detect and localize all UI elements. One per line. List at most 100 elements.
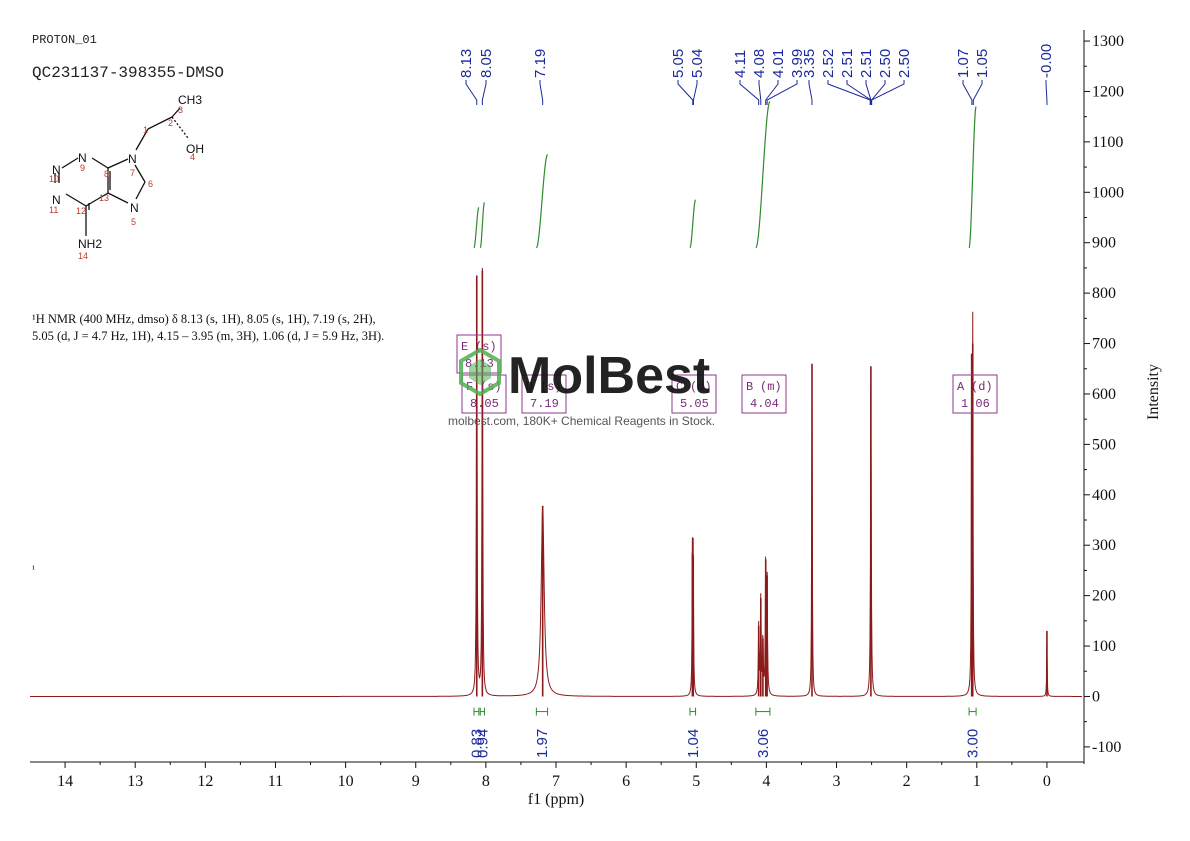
multiplet-type: (m) — [760, 380, 782, 394]
peak-label-leader — [827, 80, 871, 105]
multiplet-letter: D — [526, 380, 533, 394]
peak-label: 8.05 — [478, 49, 495, 78]
y-tick-label: 1200 — [1092, 83, 1124, 100]
atom-oh: OH — [186, 142, 204, 156]
x-tick-label: 13 — [127, 773, 143, 790]
atom-number-9: 9 — [80, 163, 85, 173]
atom-number-11: 11 — [49, 205, 58, 215]
atom-ch3: CH3 — [178, 93, 202, 107]
atom-number-13: 13 — [99, 193, 109, 203]
multiplet-type: (s) — [540, 380, 562, 394]
watermark-brand: MolBest — [508, 347, 710, 405]
multiplet-box — [741, 374, 787, 414]
peak-label-leader — [539, 80, 544, 105]
peak-label: 4.08 — [751, 49, 768, 78]
x-tick-label: 3 — [833, 773, 841, 790]
peak-label-leader — [465, 80, 478, 105]
peak-label: 2.52 — [820, 49, 837, 78]
atom-number-4: 4 — [190, 152, 195, 162]
peak-label: 2.51 — [839, 49, 856, 78]
y-tick-label: 700 — [1092, 336, 1116, 353]
nmr-description-line2: 5.05 (d, J = 4.7 Hz, 1H), 4.15 – 3.95 (m… — [32, 329, 384, 343]
atom-number-2: 2 — [168, 118, 173, 128]
atom-n7: N — [128, 152, 137, 166]
watermark-tagline: molbest.com, 180K+ Chemical Reagents in … — [448, 414, 715, 428]
peak-label: 4.01 — [770, 49, 787, 78]
peak-label-leader — [765, 80, 779, 105]
peak-label-leader — [677, 80, 694, 105]
integral-value: 0.94 — [474, 729, 491, 758]
peak-label-leader — [962, 80, 973, 105]
y-tick-label: 200 — [1092, 588, 1116, 605]
y-tick-label: 300 — [1092, 537, 1116, 554]
x-tick-label: 7 — [552, 773, 560, 790]
multiplet-letter: E — [461, 340, 468, 354]
peak-label: 5.04 — [689, 49, 706, 78]
multiplet-type: (d) — [690, 380, 712, 394]
x-tick-label: 14 — [57, 773, 73, 790]
integral-markers: 0.830.94 1.97 1.04 3.06 3.00 — [468, 707, 982, 758]
y-tick-label: 1100 — [1092, 134, 1123, 151]
atom-nh2: NH2 — [78, 237, 102, 251]
peak-label: 1.05 — [974, 49, 991, 78]
integral-curve — [473, 206, 480, 249]
atom-number-8: 8 — [104, 169, 109, 179]
x-tick-label: 2 — [903, 773, 911, 790]
integral-value: 1.04 — [685, 729, 702, 758]
peak-label: 5.05 — [670, 49, 687, 78]
integral-curve — [689, 199, 697, 249]
peak-label-leader — [871, 80, 905, 105]
molecule-structure — [54, 107, 189, 236]
integral-curve — [479, 202, 485, 249]
x-tick-label: 8 — [482, 773, 490, 790]
atom-n11: N — [52, 193, 61, 207]
y-tick-label: 1000 — [1092, 184, 1124, 201]
peak-label-leader — [1045, 80, 1048, 105]
multiplet-shift: 8.05 — [470, 397, 499, 411]
atom-number-1: 1 — [143, 125, 148, 135]
y-axis-title: Intensity — [1145, 364, 1162, 420]
peak-label: 3.35 — [801, 49, 818, 78]
peak-label-leader — [865, 80, 872, 105]
y-tick-label: 500 — [1092, 436, 1116, 453]
multiplet-letter: B — [746, 380, 753, 394]
spectrum-trace-layer — [30, 267, 1082, 697]
atom-number-10: 10 — [49, 174, 59, 184]
peak-label-leader — [808, 80, 813, 105]
molbest-watermark: MolBest molbest.com, 180K+ Chemical Reag… — [448, 347, 715, 428]
x-tick-label: 5 — [692, 773, 700, 790]
experiment-name: PROTON_01 — [32, 33, 97, 47]
integral-value: 3.00 — [965, 729, 982, 758]
peak-label: 2.50 — [877, 49, 894, 78]
x-tick-label: 6 — [622, 773, 630, 790]
x-tick-label: 0 — [1043, 773, 1051, 790]
atom-n9: N — [78, 151, 87, 165]
multiplet-letter: C — [676, 380, 683, 394]
axes: -100010020030040050060070080090010001100… — [30, 30, 1124, 790]
x-tick-label: 1 — [973, 773, 981, 790]
peak-label: 3.99 — [789, 49, 806, 78]
peak-label: -0.00 — [1038, 44, 1055, 78]
y-tick-label: 800 — [1092, 285, 1116, 302]
x-tick-label: 9 — [412, 773, 420, 790]
atom-number-12: 12 — [76, 206, 86, 216]
atom-n10: N — [52, 163, 61, 177]
atom-number-5: 5 — [131, 217, 136, 227]
x-tick-label: 4 — [762, 773, 770, 790]
peak-label: 2.51 — [858, 49, 875, 78]
multiplet-shift: 1.06 — [961, 397, 990, 411]
peak-label: 8.13 — [458, 49, 475, 78]
y-tick-label: 600 — [1092, 386, 1116, 403]
peak-label-leader — [692, 80, 698, 105]
multiplet-box — [952, 374, 998, 414]
side-superscript: ¹ — [32, 564, 35, 575]
molbest-logo-icon — [459, 347, 501, 397]
y-tick-label: 0 — [1092, 688, 1100, 705]
y-tick-label: 1300 — [1092, 33, 1124, 50]
y-tick-label: 100 — [1092, 638, 1116, 655]
peak-label: 1.07 — [955, 49, 972, 78]
atom-number-6: 6 — [148, 179, 153, 189]
x-tick-label: 12 — [197, 773, 213, 790]
integral-value: 1.97 — [534, 729, 551, 758]
